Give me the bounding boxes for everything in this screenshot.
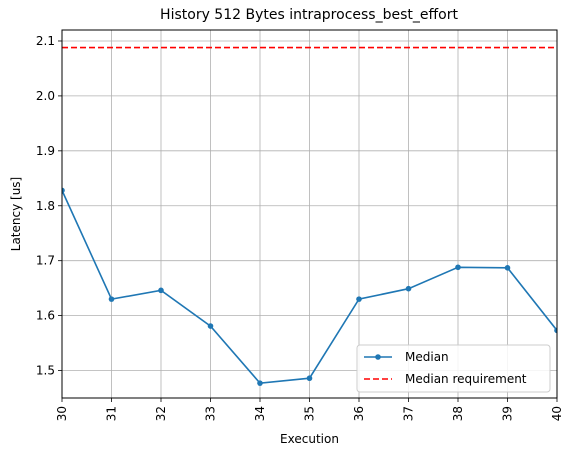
legend-median-marker xyxy=(375,354,381,360)
median-point xyxy=(62,187,65,194)
x-tick-label: 30 xyxy=(55,406,69,421)
grid-lines xyxy=(61,30,558,398)
legend-box xyxy=(356,344,551,393)
x-axis-ticks: 30 31 32 33 34 35 36 37 38 39 40 xyxy=(55,398,564,421)
x-tick-label: 33 xyxy=(204,406,218,421)
median-point xyxy=(158,287,164,294)
median-point xyxy=(108,296,115,302)
x-tick-label: 37 xyxy=(402,406,416,421)
x-tick-label: 32 xyxy=(154,406,168,421)
x-tick-label: 35 xyxy=(303,406,317,421)
median-point xyxy=(306,375,313,382)
y-tick-label: 1.5 xyxy=(36,364,55,378)
x-tick-label: 40 xyxy=(550,406,564,421)
median-point xyxy=(504,265,511,271)
y-axis-label: Latency [us] xyxy=(9,177,23,251)
y-tick-label: 2.0 xyxy=(36,89,55,103)
legend-median-label: Median xyxy=(405,350,449,364)
median-point xyxy=(455,264,461,271)
x-tick-label: 31 xyxy=(105,406,119,421)
x-tick-label: 39 xyxy=(501,406,515,421)
x-tick-label: 34 xyxy=(253,406,267,421)
legend-requirement-label: Median requirement xyxy=(405,372,527,386)
x-tick-label: 36 xyxy=(352,406,366,421)
legend: Median Median requirement xyxy=(356,344,551,393)
x-axis-label: Execution xyxy=(280,432,339,446)
chart-title: History 512 Bytes intraprocess_best_effo… xyxy=(160,7,458,23)
median-point xyxy=(257,380,263,386)
median-point xyxy=(554,327,557,334)
median-point xyxy=(356,296,362,302)
x-tick-label: 38 xyxy=(451,406,465,421)
y-tick-label: 1.8 xyxy=(36,199,55,213)
median-point xyxy=(207,323,214,329)
median-point xyxy=(405,285,412,292)
median-series xyxy=(62,187,557,386)
y-tick-label: 1.6 xyxy=(36,309,55,323)
y-tick-label: 1.9 xyxy=(36,144,55,158)
y-axis-ticks: 1.5 1.6 1.7 1.8 1.9 2.0 2.1 xyxy=(36,34,62,378)
y-tick-label: 2.1 xyxy=(36,34,55,48)
y-tick-label: 1.7 xyxy=(36,254,55,268)
